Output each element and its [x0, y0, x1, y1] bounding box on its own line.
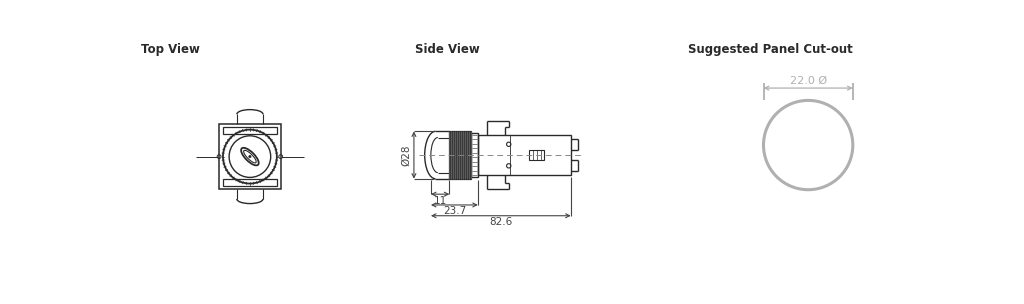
Bar — [478, 135, 570, 175]
Text: Top View: Top View — [141, 43, 201, 56]
Bar — [219, 124, 281, 189]
Text: 11: 11 — [433, 196, 446, 206]
Text: Ø28: Ø28 — [401, 144, 412, 166]
Text: 23.7: 23.7 — [442, 206, 466, 216]
Text: 22.0 Ø: 22.0 Ø — [790, 76, 826, 86]
Circle shape — [249, 155, 251, 158]
Text: Suggested Panel Cut-out: Suggested Panel Cut-out — [688, 43, 853, 56]
Text: 82.6: 82.6 — [489, 217, 512, 227]
Bar — [450, 131, 471, 179]
Text: Side View: Side View — [416, 43, 480, 56]
Bar — [471, 133, 478, 178]
Bar — [223, 179, 276, 186]
Bar — [529, 150, 545, 160]
Bar — [223, 127, 276, 134]
